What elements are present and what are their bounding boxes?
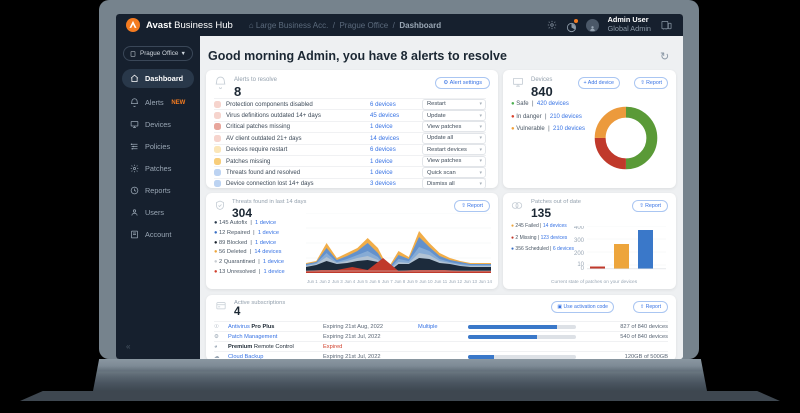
svg-text:0: 0 (581, 266, 585, 272)
svg-text:400: 400 (574, 226, 585, 231)
svg-text:300: 300 (574, 238, 585, 244)
svg-text:200: 200 (574, 251, 585, 257)
